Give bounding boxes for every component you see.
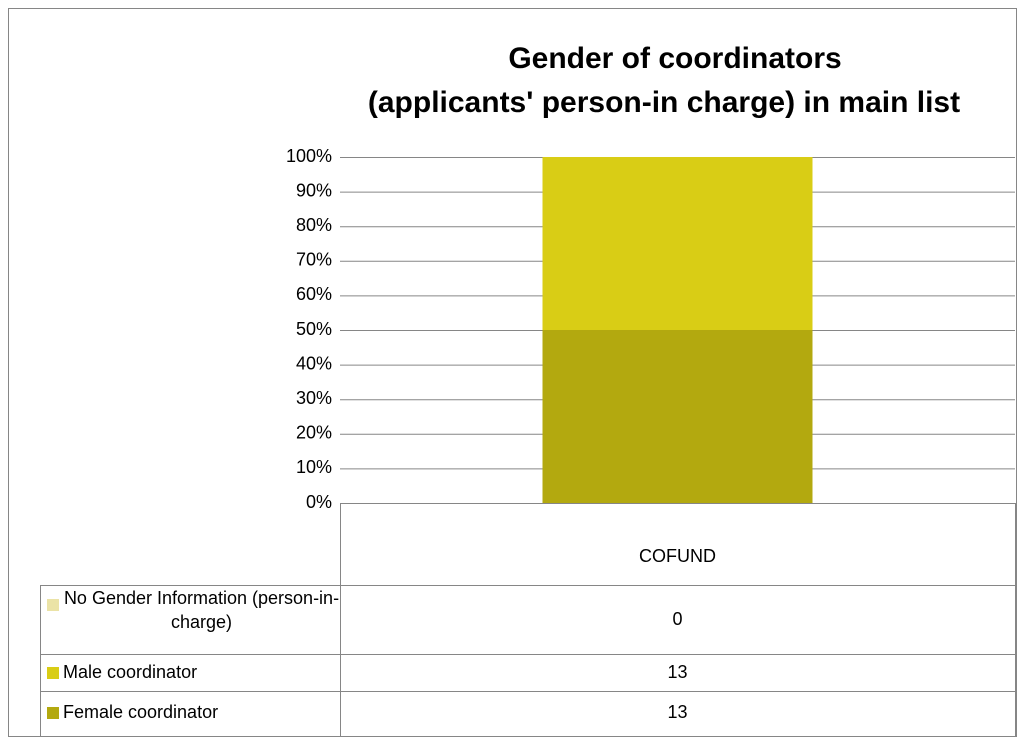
y-tick-label: 0% [306,492,332,512]
y-tick-label: 30% [296,388,332,408]
bar-segment [542,330,813,503]
legend-swatch [47,599,59,611]
y-tick-label: 100% [286,146,332,166]
legend-swatch [47,667,59,679]
legend-label-box: No Gender Information (person-in-charge) [63,588,340,632]
y-tick-label: 10% [296,457,332,477]
y-tick-label: 80% [296,215,332,235]
chart-title: Gender of coordinators [508,42,841,75]
legend-label: Male coordinator [63,662,197,682]
y-tick-label: 70% [296,250,332,270]
bar-segment [542,157,813,330]
table-value: 13 [667,662,687,682]
chart-title: (applicants' person-in charge) in main l… [368,86,960,119]
y-tick-label: 90% [296,180,332,200]
chart-border [8,8,1017,737]
x-tick-label: COFUND [639,546,716,566]
legend-swatch [47,707,59,719]
y-tick-label: 20% [296,423,332,443]
y-tick-label: 50% [296,319,332,339]
y-tick-label: 40% [296,353,332,373]
table-value: 13 [667,702,687,722]
table-value: 0 [672,609,682,629]
legend-label: No Gender Information (person-in-charge) [63,588,340,632]
y-tick-label: 60% [296,284,332,304]
legend-label: Female coordinator [63,702,218,722]
